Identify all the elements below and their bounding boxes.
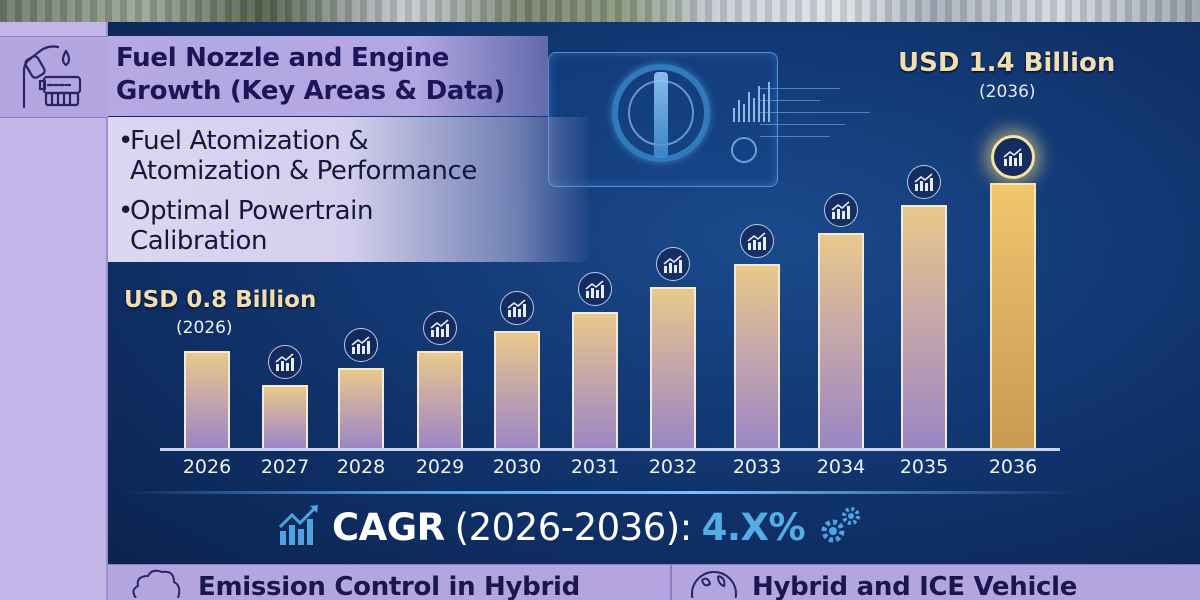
trend-up-icon	[344, 328, 378, 362]
bar-2031	[572, 312, 618, 448]
x-axis-line	[160, 448, 1060, 451]
circuit-line	[760, 88, 840, 89]
bar-2026	[184, 351, 230, 448]
gears-icon	[815, 503, 865, 551]
x-tick-label: 2029	[415, 456, 465, 478]
trend-up-icon	[907, 165, 941, 199]
cloud-icon	[128, 568, 184, 600]
x-tick-label: 2028	[336, 456, 386, 478]
cagr-value: 4.X%	[701, 505, 806, 549]
glow-divider	[120, 491, 1080, 494]
bar-2029	[417, 351, 463, 448]
bottom-categories	[108, 564, 1200, 600]
x-tick-label: 2032	[648, 456, 698, 478]
category-label: Hybrid and ICE Vehicle	[752, 571, 1078, 600]
circuit-line	[760, 136, 830, 137]
start-value-label: USD 0.8 Billion	[124, 287, 317, 313]
cagr-row: CAGR (2026-2036): 4.X%	[278, 500, 865, 554]
category-label: Emission Control in Hybrid	[198, 571, 580, 600]
bullet-text: Calibration	[130, 226, 268, 256]
x-tick-label: 2030	[492, 456, 542, 478]
bullet-text: Fuel Atomization &	[130, 126, 369, 156]
cagr-range: (2026-2036):	[454, 505, 693, 549]
x-tick-label: 2027	[260, 456, 310, 478]
mini-bar-chart-icon	[733, 82, 770, 122]
trend-up-icon	[824, 193, 858, 227]
trend-up-icon	[656, 247, 690, 281]
bar-2027	[262, 385, 308, 448]
end-year-label: (2036)	[979, 82, 1036, 102]
bar-2028	[338, 368, 384, 448]
bar-2034	[818, 233, 864, 448]
x-tick-label: 2034	[816, 456, 866, 478]
growth-chart-icon	[278, 503, 322, 551]
left-rail	[0, 22, 108, 600]
hud-ring-decoration	[612, 64, 710, 162]
globe-icon	[690, 568, 738, 600]
x-tick-label: 2033	[732, 456, 782, 478]
bar-2035	[901, 205, 947, 448]
cagr-label: CAGR	[332, 505, 445, 549]
category-hybrid-ice: Hybrid and ICE Vehicle	[690, 568, 1077, 600]
x-tick-label: 2026	[182, 456, 232, 478]
x-tick-label: 2035	[899, 456, 949, 478]
bullet-item: •Optimal Powertrain Calibration	[118, 196, 374, 256]
trend-up-icon	[740, 224, 774, 258]
fuel-injector-icon	[654, 72, 668, 158]
bullet-item: •Fuel Atomization & Atomization & Perfor…	[118, 126, 477, 186]
trend-up-icon	[500, 291, 534, 325]
bullet-text: Optimal Powertrain	[130, 196, 374, 226]
bar-2036	[990, 183, 1036, 448]
circuit-line	[760, 100, 820, 101]
title-line-2: Growth (Key Areas & Data)	[116, 76, 506, 106]
start-year-label: (2026)	[176, 318, 233, 338]
gauge-icon	[731, 137, 757, 163]
circuit-line	[760, 112, 870, 113]
bar-2032	[650, 287, 696, 448]
x-tick-label: 2031	[570, 456, 620, 478]
key-areas-box	[108, 117, 588, 262]
title-bar	[108, 36, 548, 116]
bullet-text: Atomization & Performance	[130, 156, 477, 186]
circuit-line	[760, 124, 845, 125]
trend-up-icon	[991, 135, 1035, 179]
bar-2030	[494, 331, 540, 448]
trend-up-icon	[268, 345, 302, 379]
page-title: Fuel Nozzle and Engine Growth (Key Areas…	[116, 42, 505, 108]
fuel-nozzle-engine-icon	[0, 36, 108, 118]
category-emission-control: Emission Control in Hybrid	[128, 568, 580, 600]
end-value-label: USD 1.4 Billion	[898, 48, 1116, 78]
header-photo-strip	[0, 0, 1200, 22]
trend-up-icon	[423, 311, 457, 345]
x-tick-label: 2036	[988, 456, 1038, 478]
divider	[670, 564, 672, 600]
title-line-1: Fuel Nozzle and Engine	[116, 43, 450, 73]
trend-up-icon	[578, 272, 612, 306]
bar-2033	[734, 264, 780, 448]
